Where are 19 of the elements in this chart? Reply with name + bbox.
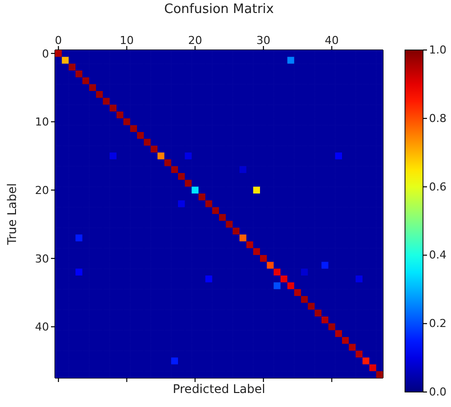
color-bar-label: 0.8 [429, 112, 446, 125]
color-bar-label: 1.0 [429, 44, 446, 56]
y-tick-label: 0 [42, 47, 49, 60]
x-tick-label: 0 [54, 34, 62, 47]
x-tick-label: 40 [324, 34, 339, 47]
color-bar-label: 0.6 [429, 180, 446, 194]
y-tick-label: 30 [35, 252, 49, 266]
y-tick-label: 40 [35, 320, 49, 334]
color-bar-label: 0.2 [429, 317, 446, 330]
y-axis-title: True Label [5, 183, 19, 245]
color-bar-label: 0.0 [429, 386, 446, 398]
y-tick-label: 20 [35, 184, 49, 197]
x-tick-label: 20 [188, 34, 202, 47]
y-tick-label: 10 [35, 116, 49, 129]
chart-title: Confusion Matrix [163, 2, 275, 17]
x-tick-label: 30 [256, 34, 270, 47]
x-tick-label: 10 [120, 34, 134, 47]
color-bar-label: 0.4 [429, 248, 446, 262]
x-axis-title: Predicted Label [172, 382, 266, 396]
